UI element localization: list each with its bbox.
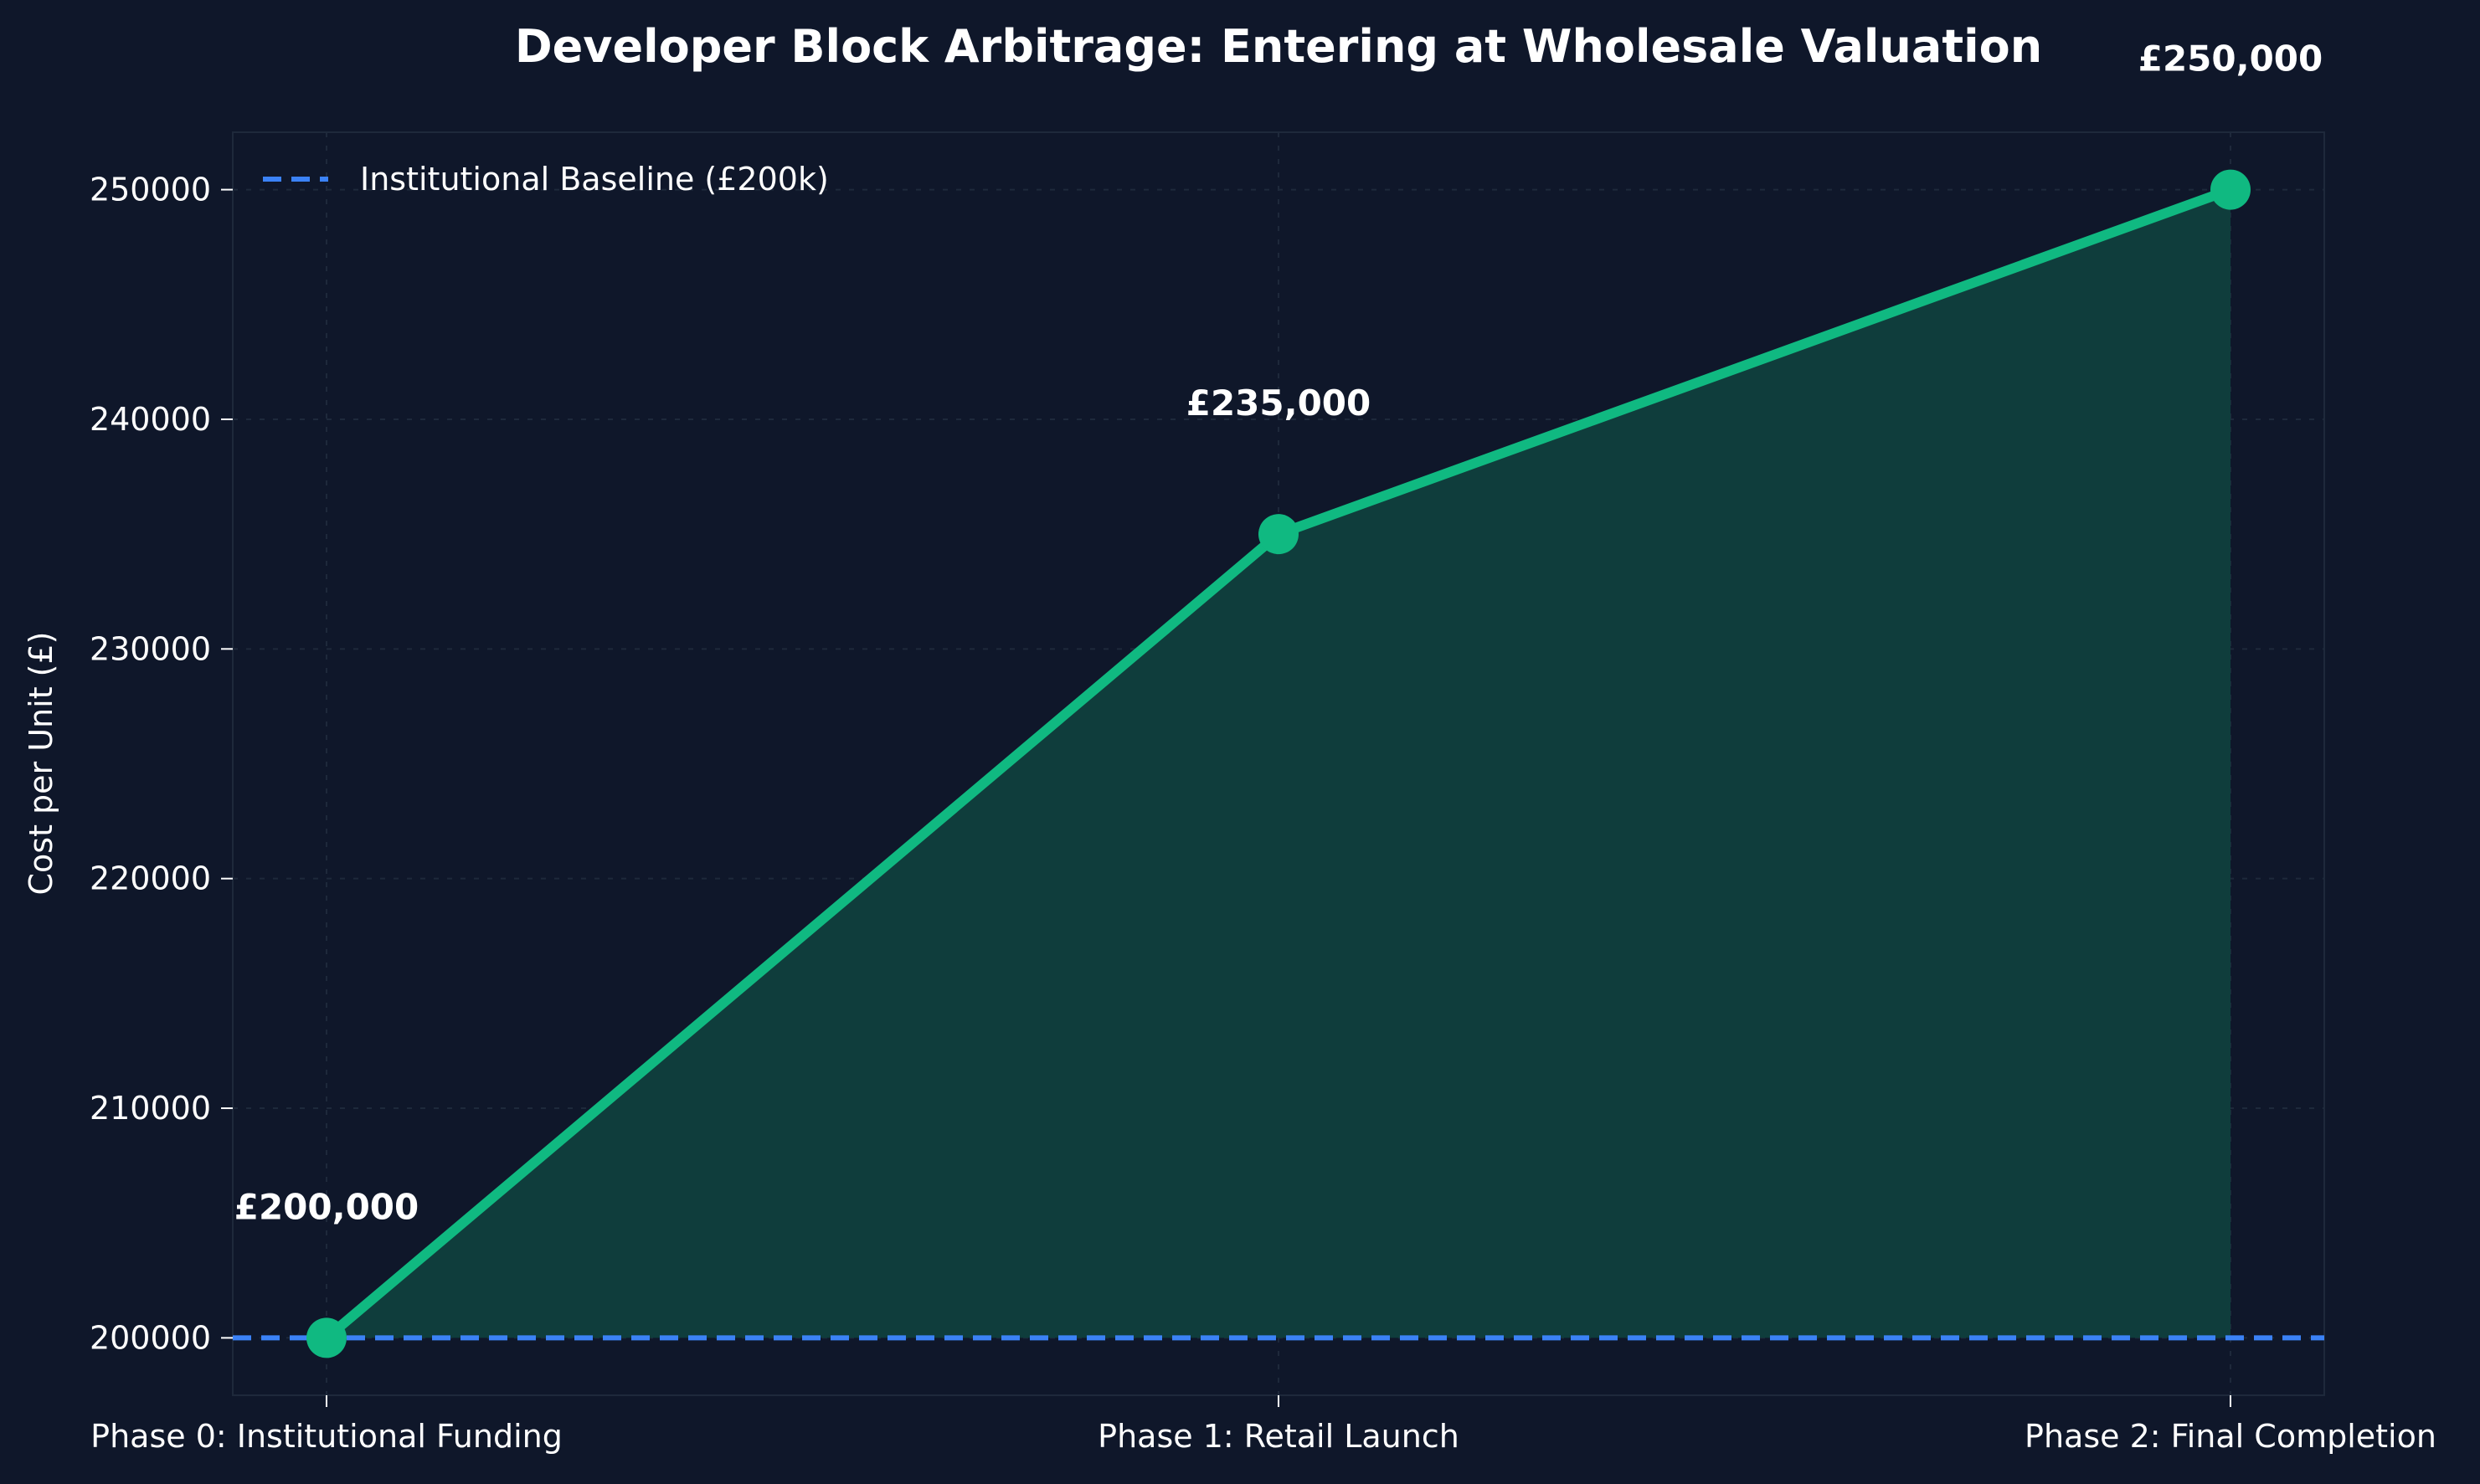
x-tick-label: Phase 1: Retail Launch (1098, 1418, 1459, 1455)
x-tick-label: Phase 0: Institutional Funding (90, 1418, 563, 1455)
y-tick-label: 250000 (90, 172, 211, 208)
x-axis-ticks: Phase 0: Institutional Funding Phase 1: R… (90, 1395, 2436, 1455)
y-tick-label: 210000 (90, 1090, 211, 1127)
data-labels: £200,000 £235,000 £250,000 (234, 39, 2323, 1228)
data-label: £200,000 (234, 1186, 419, 1227)
y-tick-label: 200000 (90, 1319, 211, 1356)
y-tick-label: 220000 (90, 860, 211, 897)
data-label: £250,000 (2138, 39, 2323, 80)
y-tick-label: 240000 (90, 401, 211, 438)
y-axis-label: Cost per Unit (£) (23, 631, 59, 895)
data-points (306, 169, 2251, 1358)
data-point (306, 1317, 347, 1358)
x-tick-label: Phase 2: Final Completion (2025, 1418, 2436, 1455)
y-axis-ticks: 200000 210000 220000 230000 240000 250000 (90, 172, 233, 1356)
data-point (2210, 169, 2251, 210)
legend-baseline-label: Institutional Baseline (£200k) (360, 161, 829, 198)
area-fill (327, 189, 2230, 1338)
y-tick-label: 230000 (90, 630, 211, 667)
chart-title: Developer Block Arbitrage: Entering at W… (515, 20, 2042, 73)
legend: Institutional Baseline (£200k) (263, 161, 829, 198)
data-label: £235,000 (1186, 383, 1371, 424)
data-point (1258, 514, 1299, 555)
